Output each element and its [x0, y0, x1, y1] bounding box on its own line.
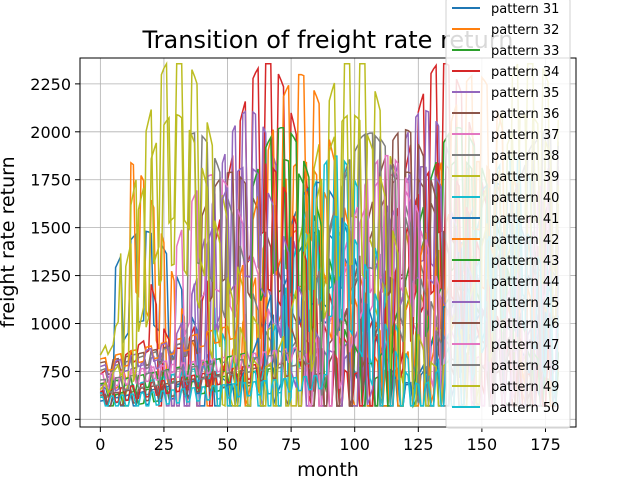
x-tick-label: 50: [217, 435, 237, 454]
x-tick-label: 125: [403, 435, 434, 454]
legend-entry: pattern 32: [491, 23, 559, 38]
legend-entry: pattern 47: [491, 338, 559, 353]
x-tick-label: 100: [339, 435, 370, 454]
x-axis-label: month: [297, 459, 359, 480]
legend-entry: pattern 33: [491, 44, 559, 59]
y-tick-label: 2000: [30, 123, 71, 142]
x-tick-label: 150: [467, 435, 498, 454]
legend-entry: pattern 31: [491, 2, 559, 17]
y-tick-label: 750: [40, 362, 71, 381]
legend-entry: pattern 38: [491, 149, 559, 164]
legend-entry: pattern 43: [491, 254, 559, 269]
plot-frame: [79, 57, 577, 428]
legend-entry: pattern 37: [491, 128, 559, 143]
legend-entry: pattern 35: [491, 86, 559, 101]
y-axis-label: freight rate return: [0, 156, 19, 327]
legend-entry: pattern 42: [491, 233, 559, 248]
legend-entry: pattern 41: [491, 212, 559, 227]
y-axis-ticks: 500 750 1000 1250 1500 1750 2000 2250: [30, 75, 80, 429]
legend-entry: pattern 36: [491, 107, 559, 122]
legend-entry: pattern 45: [491, 296, 559, 311]
legend-entry: pattern 48: [491, 359, 559, 374]
x-tick-label: 75: [281, 435, 301, 454]
legend-entry: pattern 44: [491, 275, 559, 290]
legend-entry: pattern 50: [491, 401, 559, 416]
y-tick-label: 2250: [30, 75, 71, 94]
y-tick-label: 500: [40, 410, 71, 429]
legend-entry: pattern 34: [491, 65, 559, 80]
y-tick-label: 1750: [30, 171, 71, 190]
legend: pattern 31 pattern 32 pattern 33 pattern 34…: [445, 0, 571, 429]
x-axis-ticks: 0 25 50 75 100 125 150 175: [95, 427, 561, 454]
x-tick-label: 0: [95, 435, 105, 454]
legend-box: [445, 0, 571, 429]
y-tick-label: 1500: [30, 219, 71, 238]
legend-entry: pattern 46: [491, 317, 559, 332]
legend-entry: pattern 40: [491, 191, 559, 206]
x-tick-label: 25: [154, 435, 174, 454]
legend-entry: pattern 39: [491, 170, 559, 185]
y-tick-label: 1250: [30, 267, 71, 286]
x-tick-label: 175: [530, 435, 561, 454]
legend-entry: pattern 49: [491, 380, 559, 395]
y-tick-label: 1000: [30, 314, 71, 333]
